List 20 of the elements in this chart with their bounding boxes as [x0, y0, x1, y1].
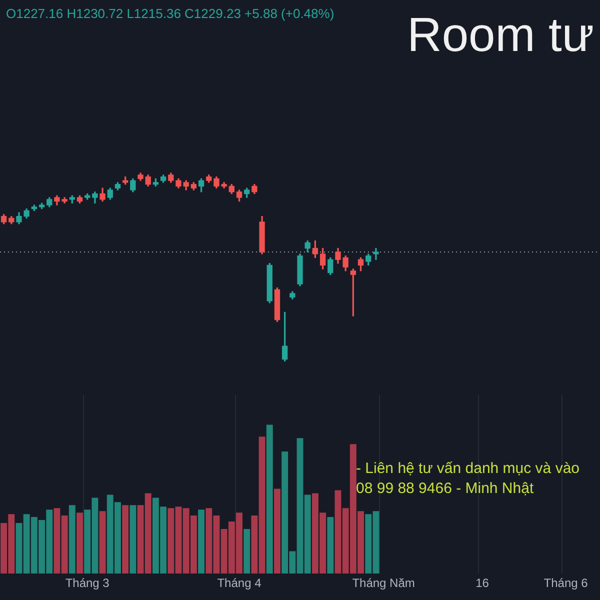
x-tick-label: Tháng 4	[217, 576, 262, 590]
x-tick-label: Tháng Năm	[352, 576, 415, 590]
annotation: 08 99 88 9466 - Minh Nhật	[356, 479, 535, 499]
x-tick-label: 16	[476, 576, 490, 590]
bar	[130, 505, 136, 574]
bar	[198, 510, 204, 574]
annotation: - Liên hệ tư vấn danh mục và vào	[356, 459, 580, 479]
bar	[274, 488, 280, 574]
x-tick-label: Tháng 6	[544, 576, 588, 590]
text: O1227.16 H1230.72 L1215.36 C1229.23 +5.88 (+0.48%)	[6, 6, 334, 21]
bar	[244, 528, 250, 574]
bar	[76, 512, 83, 574]
x-tick-label: Tháng 3	[65, 576, 110, 590]
bar	[266, 424, 273, 574]
bar	[68, 505, 76, 574]
candlestick	[373, 248, 379, 260]
bar	[122, 505, 129, 574]
bar	[99, 511, 106, 574]
bar	[327, 517, 334, 574]
chart-title: Room tư	[407, 8, 594, 63]
